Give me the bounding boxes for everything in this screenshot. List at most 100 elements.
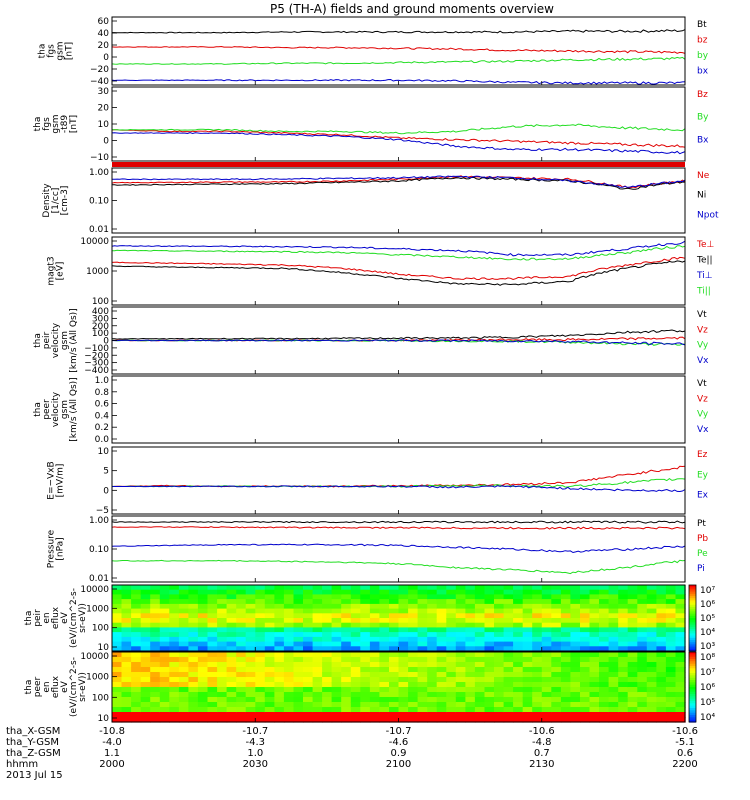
ylabel-line: peer [33, 676, 43, 697]
heatmap-cell [532, 603, 543, 610]
heatmap-cell [360, 697, 371, 703]
heatmap-cell [360, 692, 371, 698]
heatmap-cell [417, 717, 428, 723]
heatmap-cell [207, 712, 218, 718]
heatmap-cell [293, 712, 304, 718]
heatmap-cell [541, 652, 552, 658]
axis-row-name: hhmm [6, 759, 38, 770]
heatmap-cell [121, 613, 132, 619]
heatmap-cell [656, 636, 667, 643]
heatmap-cell [398, 717, 409, 723]
heatmap-cell [197, 697, 209, 703]
heatmap-cell [484, 657, 495, 663]
heatmap-cell [274, 618, 285, 624]
heatmap-cell [465, 641, 476, 647]
heatmap-cell [197, 622, 209, 628]
heatmap-cell [121, 589, 132, 595]
heatmap-cell [322, 613, 333, 619]
axis-row-value: 0.6 [677, 748, 693, 759]
heatmap-cell [159, 599, 170, 605]
heatmap-cell [360, 608, 371, 614]
heatmap-cell [159, 682, 170, 688]
heatmap-cell [427, 702, 438, 708]
heatmap-cell [675, 594, 686, 600]
heatmap-cell [599, 632, 610, 638]
heatmap-cell [494, 692, 505, 698]
heatmap-cell [599, 662, 610, 668]
heatmap-cell [389, 702, 400, 708]
heatmap-cell [618, 627, 629, 633]
heatmap-cell [494, 662, 505, 668]
heatmap-cell [197, 641, 209, 647]
heatmap-cell [427, 632, 438, 638]
heatmap-cell [646, 672, 657, 678]
heatmap-cell [675, 692, 686, 698]
legend-Ex: Ex [697, 491, 709, 501]
ylabel-line: gsm [56, 41, 66, 60]
heatmap-cell [465, 697, 476, 703]
heatmap-cell [312, 712, 323, 718]
heatmap-cell [379, 589, 390, 595]
heatmap-cell [226, 657, 237, 663]
heatmap-cell [169, 662, 180, 668]
legend-by: by [697, 51, 709, 61]
heatmap-cell [627, 667, 638, 673]
heatmap-cell [417, 662, 428, 668]
heatmap-cell [484, 622, 495, 628]
colorbar-segment [689, 631, 696, 634]
heatmap-cell [255, 589, 266, 595]
heatmap-cell [140, 692, 151, 698]
heatmap-cell [207, 646, 218, 652]
heatmap-cell [379, 712, 390, 718]
heatmap-cell [513, 627, 524, 633]
heatmap-cell [217, 641, 228, 647]
heatmap-cell [350, 613, 361, 619]
heatmap-cell [389, 618, 400, 624]
heatmap-cell [226, 682, 237, 688]
heatmap-cell [379, 662, 390, 668]
heatmap-cell [264, 636, 275, 643]
heatmap-cell [484, 585, 495, 591]
heatmap-cell [646, 585, 657, 591]
heatmap-cell [637, 641, 648, 647]
heatmap-cell [646, 707, 657, 713]
heatmap-cell [436, 585, 447, 591]
heatmap-cell [608, 702, 619, 708]
heatmap-cell [532, 652, 543, 658]
heatmap-cell [169, 599, 180, 605]
heatmap-cell [408, 589, 419, 595]
heatmap-cell [656, 632, 667, 638]
heatmap-cell [675, 641, 686, 647]
heatmap-cell [236, 594, 247, 600]
heatmap-cell [350, 599, 361, 605]
colorbar-segment [689, 589, 696, 593]
heatmap-cell [455, 692, 466, 698]
heatmap-cell [513, 657, 524, 663]
heatmap-cell [331, 632, 342, 638]
heatmap-cell [140, 687, 151, 693]
heatmap-cell [207, 717, 218, 723]
heatmap-cell [255, 627, 266, 633]
heatmap-cell [541, 657, 552, 663]
ytick-label: 0.10 [89, 197, 109, 207]
series-line-Bt [112, 29, 686, 34]
ylabel-line: velocity [51, 322, 61, 358]
heatmap-cell [455, 682, 466, 688]
heatmap-cell [589, 594, 600, 600]
heatmap-cell [522, 632, 533, 638]
ytick-label: 10000 [80, 237, 109, 247]
heatmap-cell [178, 585, 190, 591]
heatmap-cell [131, 613, 142, 619]
heatmap-cell [303, 627, 314, 633]
colorbar-segment [689, 677, 696, 681]
heatmap-cell [484, 677, 495, 683]
heatmap-cell [389, 599, 400, 605]
heatmap-cell [522, 712, 533, 718]
heatmap-cell [675, 632, 686, 638]
ylabel-line: gsm [51, 114, 61, 133]
heatmap-cell [656, 599, 667, 605]
heatmap-cell [484, 618, 495, 624]
colorbar-segment [689, 615, 696, 619]
ytick-label: 1.0 [95, 376, 110, 386]
heatmap-cell [446, 692, 457, 698]
